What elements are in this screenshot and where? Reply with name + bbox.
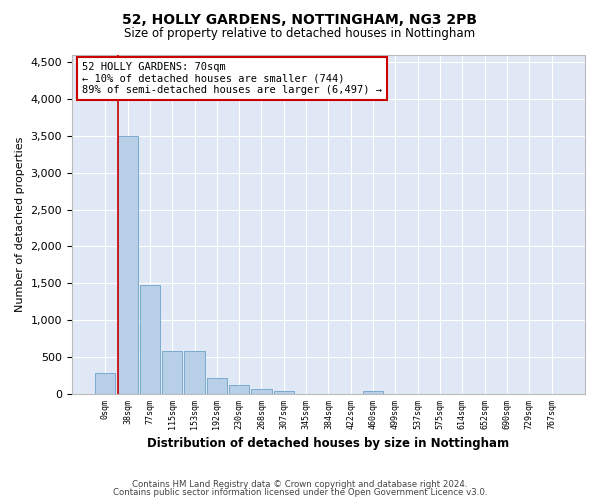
X-axis label: Distribution of detached houses by size in Nottingham: Distribution of detached houses by size … [148, 437, 509, 450]
Bar [207, 378, 227, 394]
Text: 52, HOLLY GARDENS, NOTTINGHAM, NG3 2PB: 52, HOLLY GARDENS, NOTTINGHAM, NG3 2PB [122, 12, 478, 26]
Bar [162, 352, 182, 394]
Bar [363, 391, 383, 394]
Bar [274, 391, 294, 394]
Bar [95, 373, 115, 394]
Y-axis label: Number of detached properties: Number of detached properties [15, 136, 25, 312]
Bar [118, 136, 137, 394]
Bar [229, 385, 249, 394]
Bar [251, 389, 272, 394]
Text: Size of property relative to detached houses in Nottingham: Size of property relative to detached ho… [124, 28, 476, 40]
Text: Contains HM Land Registry data © Crown copyright and database right 2024.: Contains HM Land Registry data © Crown c… [132, 480, 468, 489]
Bar [140, 285, 160, 394]
Bar [184, 352, 205, 394]
Text: Contains public sector information licensed under the Open Government Licence v3: Contains public sector information licen… [113, 488, 487, 497]
Text: 52 HOLLY GARDENS: 70sqm
← 10% of detached houses are smaller (744)
89% of semi-d: 52 HOLLY GARDENS: 70sqm ← 10% of detache… [82, 62, 382, 95]
